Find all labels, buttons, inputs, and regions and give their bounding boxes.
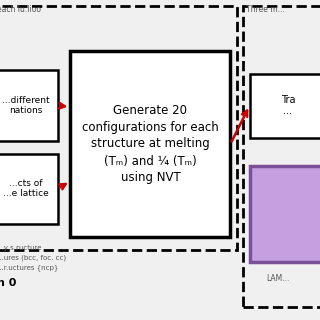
Text: ...ures (bcc, foc. cc): ...ures (bcc, foc. cc)	[0, 254, 66, 261]
Bar	[243, 6, 320, 307]
Bar	[0, 6, 237, 250]
Text: each lu.lioo: each lu.lioo	[0, 5, 41, 14]
Bar	[0, 154, 58, 224]
Text: ...cts of
...e lattice: ...cts of ...e lattice	[3, 179, 48, 198]
Text: n 0: n 0	[0, 278, 16, 288]
Bar	[70, 51, 230, 237]
Text: LAM...: LAM...	[267, 274, 290, 283]
Text: Generate 20
configurations for each
structure at melting
(Tₘ) and ¼ (Tₘ)
using N: Generate 20 configurations for each stru…	[82, 103, 219, 185]
Text: Tra
...: Tra ...	[281, 95, 295, 116]
Text: ...y s.ructure: ...y s.ructure	[0, 245, 41, 251]
Text: ...r.uctures {ncp}: ...r.uctures {ncp}	[0, 264, 58, 271]
Text: ...different
nations: ...different nations	[2, 96, 49, 115]
Bar	[250, 74, 320, 138]
Bar	[250, 166, 320, 262]
Text: Three m...: Three m...	[246, 5, 285, 14]
Bar	[0, 70, 58, 141]
